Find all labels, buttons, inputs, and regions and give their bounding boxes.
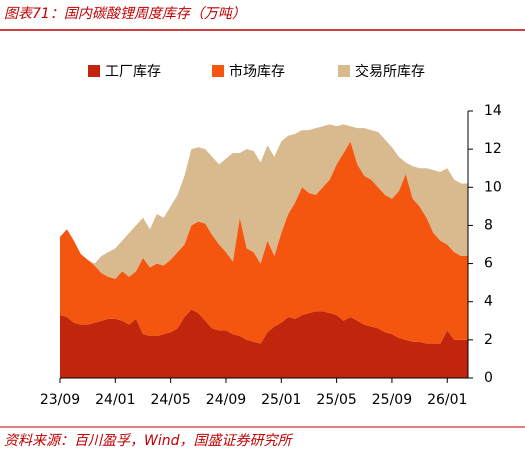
- x-tick-label: 23/09: [40, 392, 80, 408]
- area: [60, 309, 468, 378]
- legend-swatch: [338, 65, 350, 77]
- legend-label: 市场库存: [229, 63, 285, 80]
- x-tick-label: 25/01: [261, 392, 301, 408]
- x-tick-label: 24/05: [150, 392, 190, 408]
- x-tick-label: 26/01: [427, 392, 467, 408]
- x-tick-label: 25/05: [316, 392, 356, 408]
- chart-title: 图表71：国内碳酸锂周度库存（万吨）: [4, 6, 246, 22]
- y-tick-label: 0: [484, 370, 493, 386]
- y-tick-label: 10: [484, 179, 502, 195]
- y-tick-label: 14: [484, 103, 502, 119]
- area: [60, 141, 468, 344]
- y-tick-label: 4: [484, 294, 493, 310]
- y-tick-label: 6: [484, 256, 493, 272]
- source: 资料来源：百川盈孚，Wind，国盛证券研究所: [4, 433, 293, 449]
- x-tick-label: 24/09: [206, 392, 246, 408]
- y-tick-label: 2: [484, 332, 493, 348]
- legend-swatch: [88, 65, 100, 77]
- area: [60, 124, 468, 279]
- legend-swatch: [212, 65, 224, 77]
- legend-label: 工厂库存: [105, 64, 161, 80]
- x-tick-label: 25/09: [372, 392, 412, 408]
- y-tick-label: 12: [484, 141, 502, 157]
- legend-label: 交易所库存: [355, 63, 425, 80]
- y-tick-label: 8: [484, 217, 493, 233]
- x-tick-label: 24/01: [95, 392, 135, 408]
